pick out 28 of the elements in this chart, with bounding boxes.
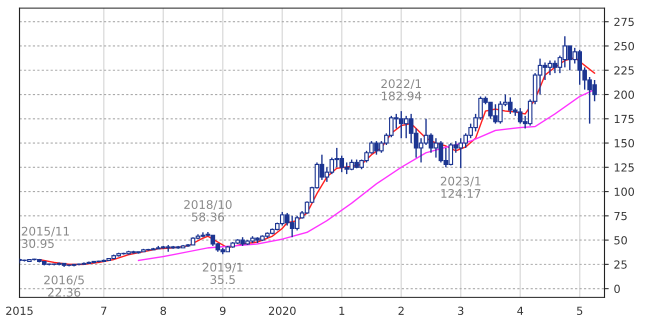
y-tick-label: 125	[614, 163, 634, 172]
x-tick-label: 4	[517, 306, 524, 315]
y-tick-label: 75	[614, 212, 627, 220]
annotation: 2015/11 30.95	[22, 226, 69, 248]
annotation: 2018/10 58.36	[184, 200, 232, 222]
annotation: 2019/1 35.5	[202, 262, 242, 284]
x-tick-label: 9	[220, 306, 226, 316]
y-tick-label: 225	[614, 66, 634, 75]
annotation: 2022/1 182.94	[381, 79, 422, 100]
y-tick-label: 275	[614, 18, 634, 26]
x-tick-label: 5	[577, 306, 582, 316]
y-tick-label: 175	[614, 114, 634, 124]
annotation: 2016/5 22.36	[44, 275, 84, 297]
x-tick-label: 1	[339, 306, 344, 315]
y-tick-label: 150	[614, 139, 634, 148]
y-tick-label: 25	[614, 260, 627, 269]
y-tick-label: 200	[614, 90, 634, 99]
x-tick-label: 2015	[6, 306, 33, 316]
y-tick-label: 250	[614, 42, 634, 50]
x-tick-label: 8	[160, 306, 166, 316]
y-tick-label: 100	[614, 188, 634, 196]
x-tick-label: 7	[101, 306, 106, 315]
y-tick-label: 0	[614, 284, 620, 294]
x-tick-label: 2020	[268, 306, 296, 316]
x-tick-label: 3	[458, 306, 464, 316]
y-tick-label: 50	[614, 236, 627, 244]
x-tick-label: 2	[398, 306, 404, 315]
annotation: 2023/1 124.17	[440, 176, 480, 198]
